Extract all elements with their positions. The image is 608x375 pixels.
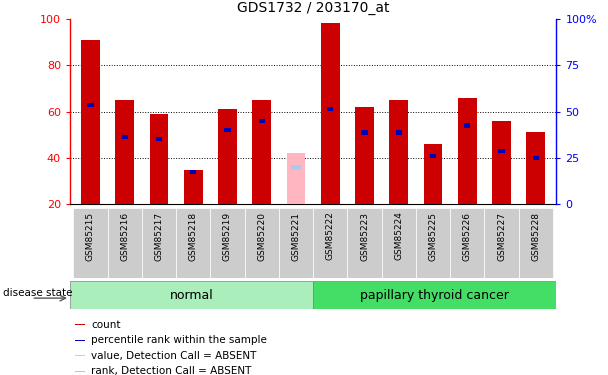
Bar bbox=[313, 208, 347, 278]
Bar bbox=[156, 137, 162, 141]
Bar bbox=[218, 109, 237, 204]
Text: GSM85216: GSM85216 bbox=[120, 211, 130, 261]
Bar bbox=[286, 153, 305, 204]
Bar bbox=[485, 208, 519, 278]
Text: percentile rank within the sample: percentile rank within the sample bbox=[91, 335, 267, 345]
Bar bbox=[258, 119, 265, 123]
Bar bbox=[75, 339, 86, 341]
Text: GSM85224: GSM85224 bbox=[394, 211, 403, 261]
Bar bbox=[347, 208, 382, 278]
Text: GSM85225: GSM85225 bbox=[429, 211, 438, 261]
Bar bbox=[416, 208, 450, 278]
Bar bbox=[396, 130, 402, 135]
Text: GSM85215: GSM85215 bbox=[86, 211, 95, 261]
Bar bbox=[492, 121, 511, 204]
Bar bbox=[210, 208, 244, 278]
Bar bbox=[122, 135, 128, 139]
Text: value, Detection Call = ABSENT: value, Detection Call = ABSENT bbox=[91, 351, 257, 361]
Bar bbox=[108, 208, 142, 278]
Bar bbox=[355, 107, 374, 204]
Bar bbox=[252, 100, 271, 204]
Bar bbox=[88, 102, 94, 107]
Text: normal: normal bbox=[170, 289, 213, 302]
Bar bbox=[70, 281, 313, 309]
Bar bbox=[464, 123, 471, 128]
Bar bbox=[176, 208, 210, 278]
Text: count: count bbox=[91, 320, 121, 330]
Bar bbox=[519, 208, 553, 278]
Text: GSM85221: GSM85221 bbox=[291, 211, 300, 261]
Bar bbox=[424, 144, 443, 204]
Bar bbox=[450, 208, 485, 278]
Bar bbox=[75, 324, 86, 325]
Bar bbox=[75, 371, 86, 372]
Text: GSM85223: GSM85223 bbox=[360, 211, 369, 261]
Text: GSM85227: GSM85227 bbox=[497, 211, 506, 261]
Bar bbox=[533, 156, 539, 160]
Text: rank, Detection Call = ABSENT: rank, Detection Call = ABSENT bbox=[91, 366, 252, 375]
Bar bbox=[190, 170, 196, 174]
Bar bbox=[291, 165, 301, 170]
Text: GSM85220: GSM85220 bbox=[257, 211, 266, 261]
Bar bbox=[430, 153, 436, 158]
Bar bbox=[389, 100, 408, 204]
Bar bbox=[527, 132, 545, 204]
Bar bbox=[224, 128, 230, 132]
Bar bbox=[321, 23, 340, 204]
Text: GSM85222: GSM85222 bbox=[326, 211, 335, 261]
Bar bbox=[81, 40, 100, 204]
Title: GDS1732 / 203170_at: GDS1732 / 203170_at bbox=[237, 1, 389, 15]
Bar bbox=[116, 100, 134, 204]
Text: GSM85228: GSM85228 bbox=[531, 211, 541, 261]
Bar bbox=[279, 208, 313, 278]
Text: GSM85226: GSM85226 bbox=[463, 211, 472, 261]
Bar bbox=[327, 107, 333, 111]
Text: GSM85217: GSM85217 bbox=[154, 211, 164, 261]
Bar bbox=[244, 208, 279, 278]
Text: GSM85219: GSM85219 bbox=[223, 211, 232, 261]
Text: disease state: disease state bbox=[4, 288, 73, 298]
Bar bbox=[75, 355, 86, 357]
Bar bbox=[74, 208, 108, 278]
Bar bbox=[458, 98, 477, 204]
Text: papillary thyroid cancer: papillary thyroid cancer bbox=[361, 289, 509, 302]
Bar bbox=[382, 208, 416, 278]
Bar bbox=[313, 281, 556, 309]
Bar bbox=[361, 130, 368, 135]
Bar bbox=[142, 208, 176, 278]
Bar bbox=[184, 170, 202, 204]
Bar bbox=[150, 114, 168, 204]
Bar bbox=[499, 149, 505, 153]
Text: GSM85218: GSM85218 bbox=[188, 211, 198, 261]
